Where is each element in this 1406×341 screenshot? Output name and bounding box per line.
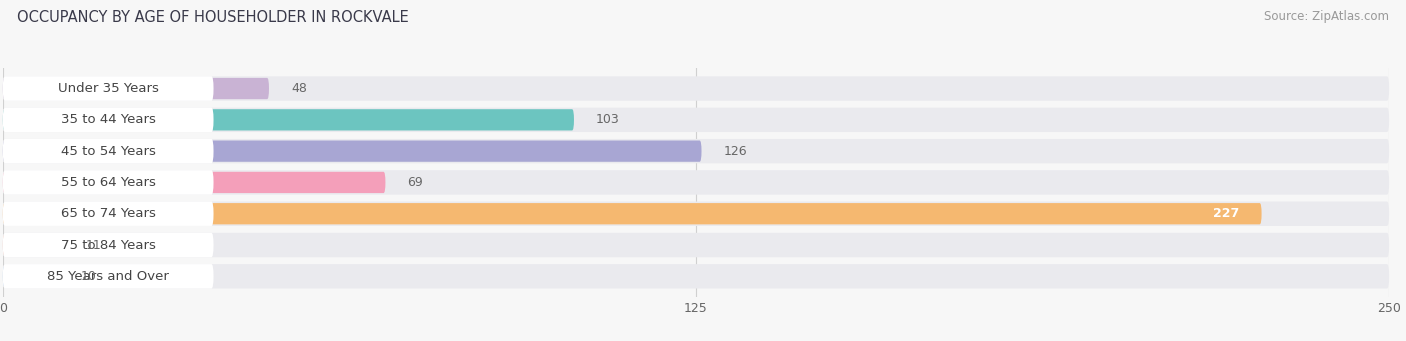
FancyBboxPatch shape (3, 202, 214, 226)
FancyBboxPatch shape (3, 172, 385, 193)
FancyBboxPatch shape (3, 203, 1261, 224)
FancyBboxPatch shape (3, 139, 1389, 163)
FancyBboxPatch shape (3, 108, 214, 132)
FancyBboxPatch shape (3, 233, 214, 257)
FancyBboxPatch shape (3, 264, 1389, 288)
FancyBboxPatch shape (3, 170, 1389, 195)
Text: OCCUPANCY BY AGE OF HOUSEHOLDER IN ROCKVALE: OCCUPANCY BY AGE OF HOUSEHOLDER IN ROCKV… (17, 10, 409, 25)
Text: 75 to 84 Years: 75 to 84 Years (60, 239, 156, 252)
Text: 10: 10 (80, 270, 97, 283)
Text: 227: 227 (1213, 207, 1240, 220)
Text: 65 to 74 Years: 65 to 74 Years (60, 207, 156, 220)
FancyBboxPatch shape (3, 266, 58, 287)
FancyBboxPatch shape (3, 202, 1389, 226)
FancyBboxPatch shape (3, 264, 214, 288)
Text: 55 to 64 Years: 55 to 64 Years (60, 176, 156, 189)
Text: 126: 126 (724, 145, 748, 158)
FancyBboxPatch shape (3, 76, 1389, 101)
Text: 35 to 44 Years: 35 to 44 Years (60, 113, 156, 126)
Text: 48: 48 (291, 82, 307, 95)
Text: 103: 103 (596, 113, 620, 126)
FancyBboxPatch shape (3, 233, 1389, 257)
Text: Source: ZipAtlas.com: Source: ZipAtlas.com (1264, 10, 1389, 23)
Text: 11: 11 (86, 239, 101, 252)
Text: Under 35 Years: Under 35 Years (58, 82, 159, 95)
FancyBboxPatch shape (3, 170, 214, 195)
FancyBboxPatch shape (3, 76, 214, 101)
Text: 45 to 54 Years: 45 to 54 Years (60, 145, 156, 158)
FancyBboxPatch shape (3, 78, 269, 99)
FancyBboxPatch shape (3, 140, 702, 162)
Text: 85 Years and Over: 85 Years and Over (48, 270, 169, 283)
Text: 69: 69 (408, 176, 423, 189)
FancyBboxPatch shape (3, 108, 1389, 132)
FancyBboxPatch shape (3, 109, 574, 131)
FancyBboxPatch shape (3, 234, 63, 256)
FancyBboxPatch shape (3, 139, 214, 163)
